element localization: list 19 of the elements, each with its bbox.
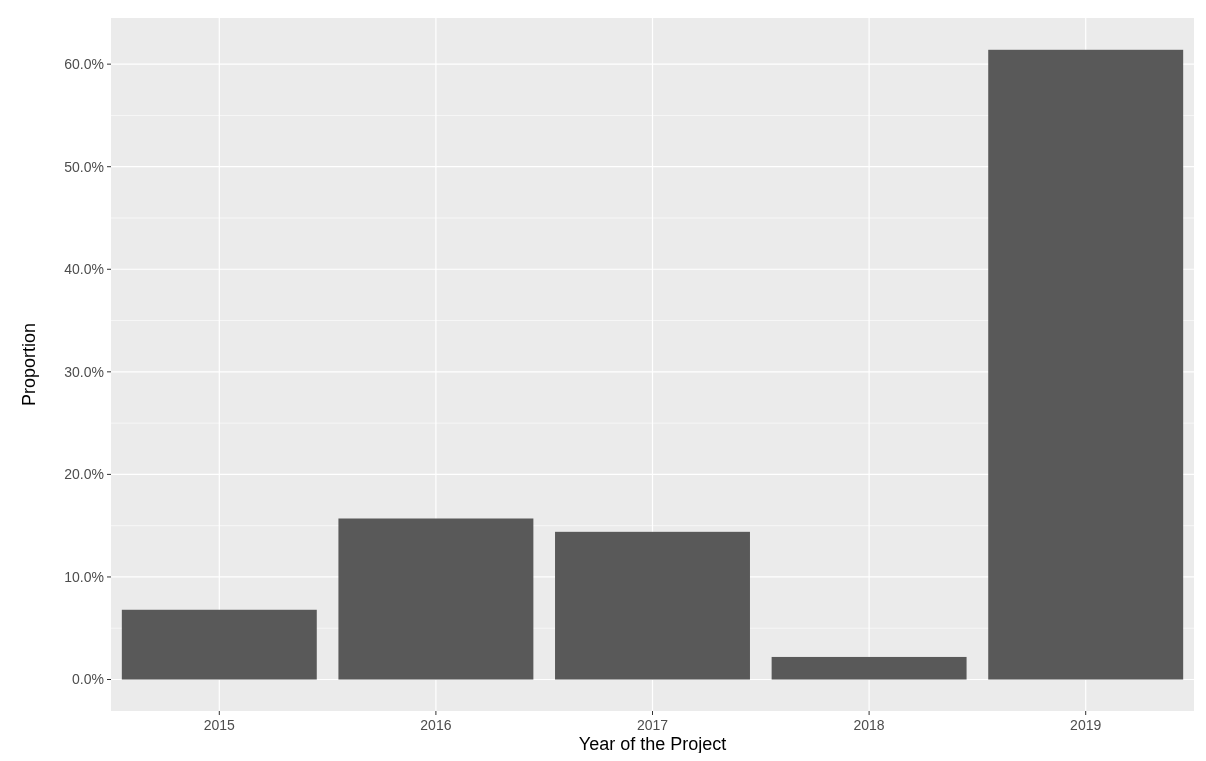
bar <box>555 531 750 680</box>
x-tick-label: 2016 <box>420 717 452 733</box>
y-axis-title: Proportion <box>19 322 39 407</box>
x-tick-label: 2015 <box>203 717 236 733</box>
x-tick-label: 2018 <box>853 717 885 733</box>
x-tick-label: 2017 <box>636 717 669 733</box>
x-axis-title: Year of the Project <box>578 734 727 754</box>
y-tick-label: 30.0% <box>64 363 104 380</box>
y-tick-label: 50.0% <box>64 158 104 175</box>
y-tick-label: 0.0% <box>72 671 104 688</box>
y-tick-label: 10.0% <box>64 568 104 585</box>
y-tick-label: 20.0% <box>64 466 104 483</box>
bar <box>338 518 534 680</box>
x-tick-label: 2019 <box>1070 717 1102 733</box>
y-tick-label: 60.0% <box>64 56 104 73</box>
bar <box>988 49 1184 680</box>
bar <box>121 609 317 680</box>
y-tick-label: 40.0% <box>64 261 104 278</box>
bar <box>771 656 967 680</box>
